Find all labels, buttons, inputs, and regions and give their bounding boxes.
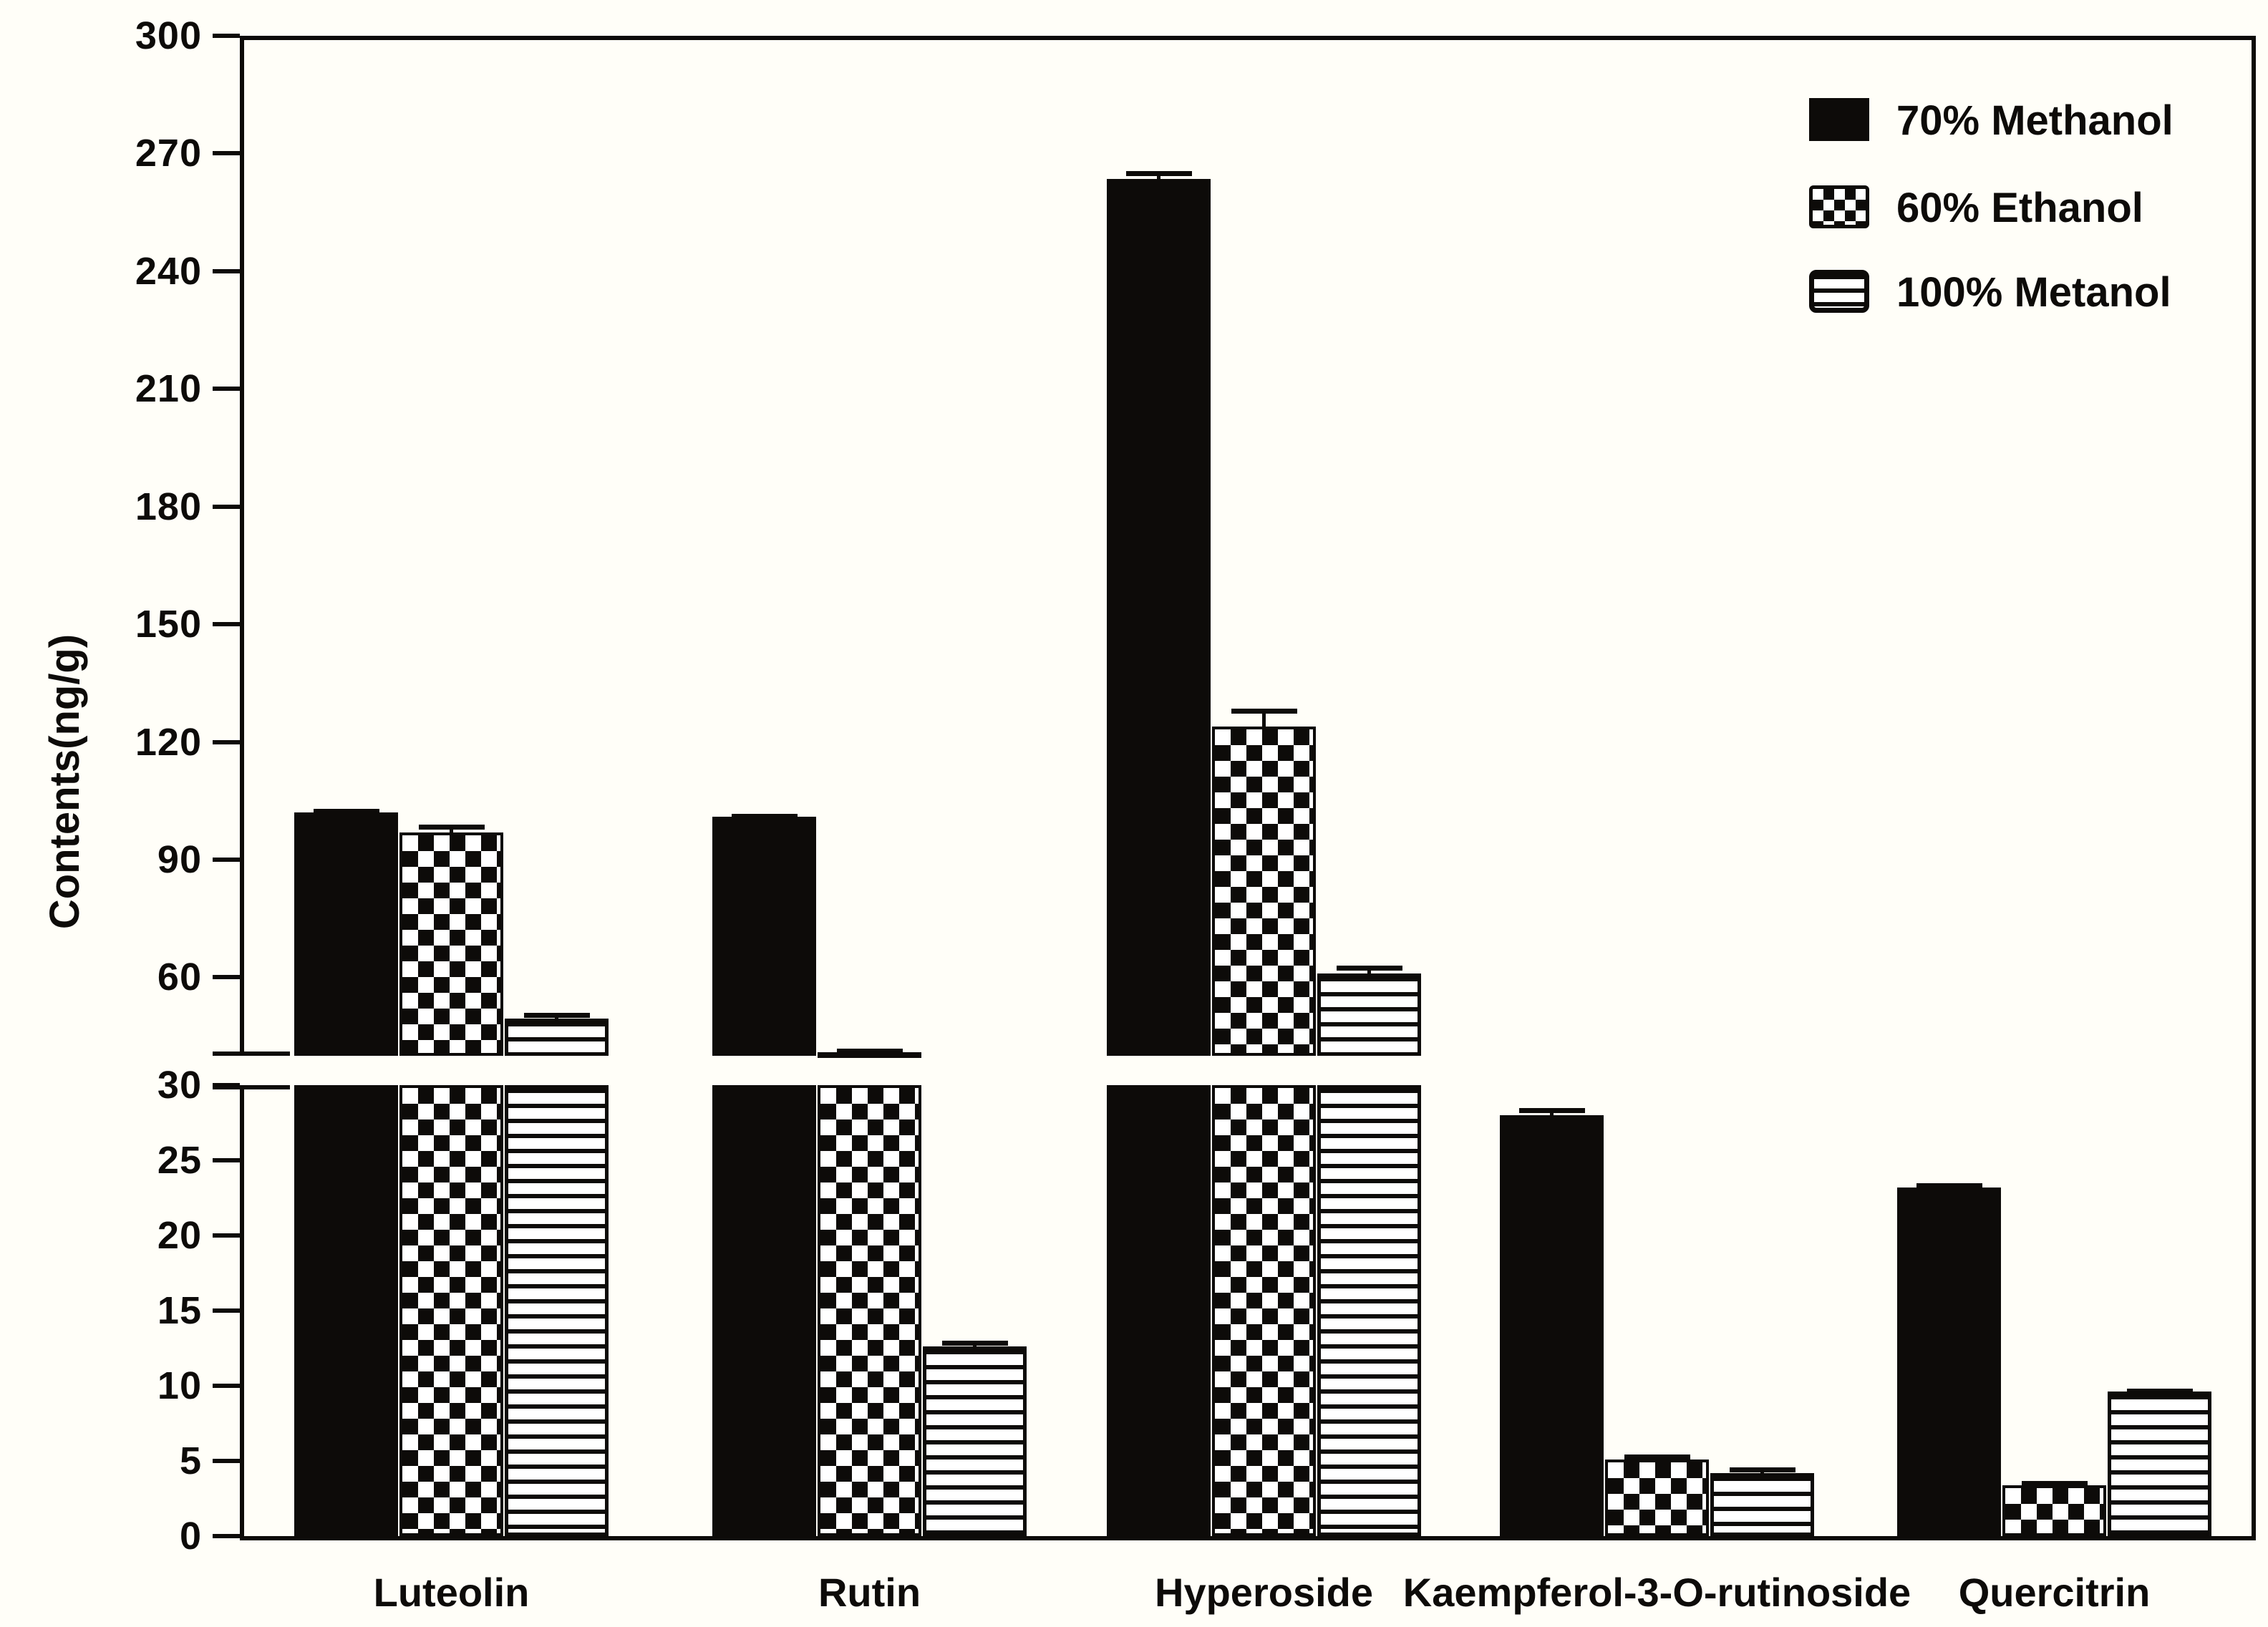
y-tick-label: 300: [135, 14, 202, 57]
axis-break-mark-upper: [213, 1052, 290, 1056]
y-axis-tick: [213, 1534, 240, 1538]
y-tick-label: 25: [157, 1139, 202, 1182]
bar-top-Hyperoside-60% Ethanol: [1212, 726, 1316, 1056]
bar-bottom-Luteolin-70% Methanol: [294, 1085, 398, 1536]
y-tick-label: 180: [135, 485, 202, 528]
bar-bottom-Quercitrin-100% Metanol: [2108, 1392, 2211, 1536]
y-axis-title: Contents(ng/g): [42, 633, 88, 930]
error-bar-stem: [973, 1341, 976, 1349]
y-tick-label: 210: [135, 367, 202, 411]
bar-bottom-Kaempferol-3-O-rutinoside-100% Metanol: [1710, 1472, 1814, 1536]
y-axis-tick: [213, 975, 240, 980]
x-category-label: Luteolin: [373, 1570, 530, 1615]
y-axis-tick: [213, 268, 240, 273]
y-tick-label: 90: [157, 837, 202, 881]
y-tick-label: 60: [157, 956, 202, 999]
bar-bottom-Hyperoside-100% Metanol: [1317, 1085, 1421, 1536]
y-axis-tick: [213, 857, 240, 862]
bar-bottom-Rutin-100% Metanol: [923, 1346, 1027, 1536]
y-axis-tick: [213, 1158, 240, 1162]
error-bar-stem: [1947, 1182, 1951, 1189]
error-bar-stem: [1760, 1467, 1764, 1475]
bar-bottom-Quercitrin-60% Ethanol: [2002, 1485, 2106, 1536]
bar-top-Hyperoside-70% Methanol: [1107, 179, 1211, 1056]
y-tick-label: 120: [135, 720, 202, 764]
y-axis-tick: [213, 504, 240, 509]
legend-label: 70% Methanol: [1896, 97, 2174, 144]
x-category-label: Hyperoside: [1155, 1570, 1373, 1615]
y-axis-tick: [213, 1384, 240, 1388]
bar-bottom-Hyperoside-60% Ethanol: [1212, 1085, 1316, 1536]
error-bar-stem: [1550, 1107, 1554, 1117]
error-bar-stem: [450, 824, 453, 834]
solid-black-swatch-icon: [1809, 98, 1869, 141]
horizontal-lines-swatch-icon: [1809, 270, 1869, 313]
error-bar-stem: [1157, 171, 1160, 181]
error-bar-stem: [762, 814, 766, 818]
y-tick-label: 150: [135, 603, 202, 646]
y-tick-label: 20: [157, 1214, 202, 1257]
axis-break-mark-lower: [213, 1085, 290, 1089]
bar-bottom-Luteolin-100% Metanol: [505, 1085, 609, 1536]
bar-bottom-Rutin-70% Methanol: [712, 1085, 816, 1536]
x-category-label: Quercitrin: [1958, 1570, 2151, 1615]
error-bar-stem: [868, 1049, 871, 1054]
plot-frame-right: [2252, 36, 2256, 1540]
y-tick-label: 10: [157, 1364, 202, 1407]
bar-top-Luteolin-60% Ethanol: [399, 832, 503, 1056]
y-tick-label: 0: [179, 1515, 202, 1558]
bar-bottom-Luteolin-60% Ethanol: [399, 1085, 503, 1536]
checkerboard-swatch-icon: [1809, 185, 1869, 228]
y-axis-line-upper: [240, 36, 244, 1056]
legend-label: 60% Ethanol: [1896, 185, 2143, 231]
y-axis-tick: [213, 739, 240, 744]
bar-bottom-Hyperoside-70% Methanol: [1107, 1085, 1211, 1536]
bar-top-Luteolin-100% Metanol: [505, 1018, 609, 1056]
y-tick-label: 5: [179, 1439, 202, 1482]
y-axis-line-lower: [240, 1085, 244, 1536]
error-bar-stem: [2158, 1389, 2161, 1394]
legend-label: 100% Metanol: [1896, 269, 2171, 316]
y-axis-tick: [213, 33, 240, 38]
bar-bottom-Rutin-60% Ethanol: [818, 1085, 921, 1536]
y-axis-tick: [213, 1308, 240, 1313]
y-tick-label: 240: [135, 249, 202, 293]
x-axis-line: [240, 1536, 2256, 1540]
y-axis-tick: [213, 622, 240, 627]
x-category-label: Rutin: [818, 1570, 921, 1615]
y-tick-label: 30: [157, 1064, 202, 1107]
bar-bottom-Quercitrin-70% Methanol: [1897, 1187, 2001, 1536]
x-category-label: Kaempferol-3-O-rutinoside: [1402, 1570, 1911, 1615]
y-axis-tick: [213, 1083, 240, 1087]
bar-top-Luteolin-70% Methanol: [294, 812, 398, 1056]
error-bar-stem: [1262, 708, 1266, 728]
y-axis-tick: [213, 1233, 240, 1238]
error-bar-stem: [1367, 965, 1371, 975]
y-axis-tick: [213, 387, 240, 392]
error-bar-stem: [555, 1012, 558, 1020]
y-axis-tick: [213, 1459, 240, 1463]
bar-bottom-Kaempferol-3-O-rutinoside-60% Ethanol: [1605, 1459, 1709, 1536]
bar-bottom-Kaempferol-3-O-rutinoside-70% Methanol: [1500, 1115, 1604, 1536]
error-bar-stem: [2053, 1481, 2056, 1487]
bar-top-Rutin-70% Methanol: [712, 816, 816, 1056]
error-bar-stem: [344, 808, 348, 815]
error-bar-stem: [1655, 1454, 1659, 1461]
y-axis-tick: [213, 151, 240, 156]
plot-frame-top: [240, 36, 2256, 40]
bar-top-Hyperoside-100% Metanol: [1317, 973, 1421, 1056]
y-tick-label: 15: [157, 1289, 202, 1332]
y-tick-label: 270: [135, 132, 202, 175]
